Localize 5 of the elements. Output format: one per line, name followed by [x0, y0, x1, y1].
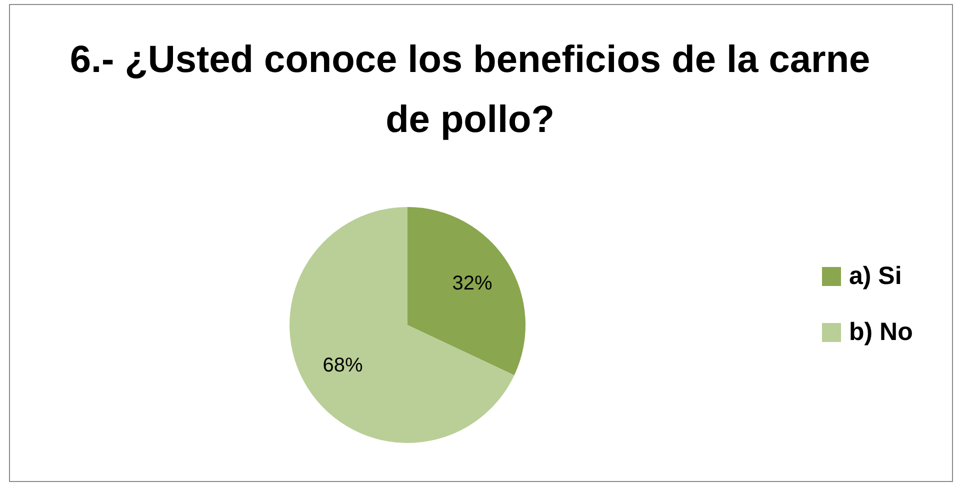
legend-label: a) Si — [849, 262, 902, 290]
data-label: 32% — [452, 272, 492, 294]
legend-label: b) No — [849, 318, 913, 346]
data-label: 68% — [322, 354, 363, 377]
chart-title: 6.- ¿Usted conoce los beneficios de la carne de pollo? — [68, 38, 872, 143]
